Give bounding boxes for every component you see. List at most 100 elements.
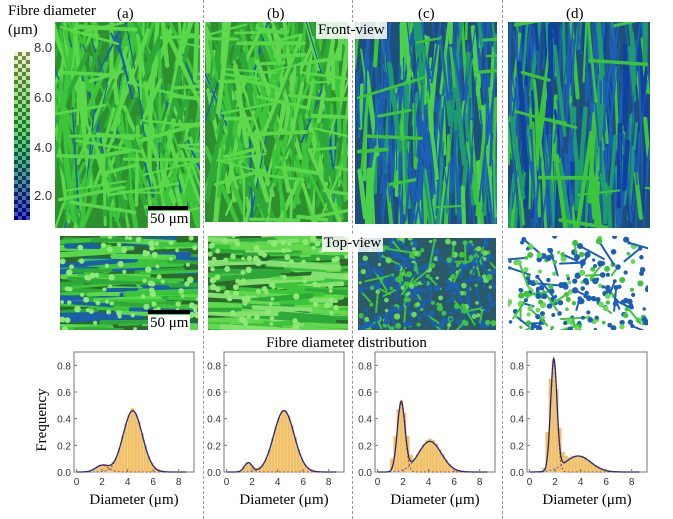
fibre-end (85, 308, 90, 313)
fibre (458, 51, 463, 99)
fibre (357, 168, 368, 220)
fibre-end (578, 251, 585, 258)
fibre-end (455, 318, 462, 325)
fibre-end (552, 259, 558, 265)
fibre-end (400, 285, 405, 290)
fibre-end (223, 257, 229, 263)
x-tick-label: 0 (74, 477, 80, 488)
fibre-end (168, 240, 173, 245)
fibre-end (470, 260, 477, 267)
fibre (334, 165, 348, 172)
panel-label-a: (a) (117, 6, 134, 22)
fibre (217, 152, 267, 163)
fibre (425, 163, 436, 224)
fibre-end (525, 320, 532, 326)
fibre (601, 22, 606, 133)
fibre-end (116, 310, 122, 316)
front-view-label: Front-view (316, 22, 387, 39)
fibre (487, 46, 495, 152)
fibre-end (242, 320, 249, 326)
fibre (213, 168, 266, 187)
fibre (183, 145, 200, 190)
fibre (579, 245, 605, 260)
fibre-end (561, 281, 568, 288)
fibre (55, 22, 69, 62)
fibre-end (607, 322, 613, 328)
fibre-end (627, 319, 634, 325)
fibre (358, 286, 374, 290)
fibre (307, 148, 343, 222)
fibre-end (574, 254, 580, 261)
fibre (176, 88, 192, 178)
fibre-end (253, 314, 260, 321)
fibre-end (255, 288, 261, 294)
fibre (532, 282, 559, 287)
fibre (509, 116, 526, 200)
fibre-end (530, 327, 534, 330)
fibre (510, 185, 518, 228)
fibre-end (369, 302, 374, 307)
fibre-end (425, 298, 430, 303)
fibre (438, 257, 458, 270)
histogram-bar (428, 438, 433, 473)
fibre (60, 280, 85, 288)
top-view-image-b (208, 236, 348, 330)
fibre (208, 301, 243, 309)
y-tick-label: 0.0 (510, 468, 524, 479)
fibre-end (479, 253, 483, 258)
fibre-end (578, 297, 585, 305)
fibre-end (450, 297, 456, 302)
fibre-end (316, 257, 320, 261)
fibre (152, 242, 198, 247)
fibre (132, 22, 151, 58)
fibre (310, 208, 348, 219)
fibre-end (282, 275, 287, 280)
fibre-end (546, 277, 551, 283)
fibre-end (536, 256, 543, 263)
fibre-end (411, 311, 417, 318)
fibre-end (415, 302, 421, 307)
fibre (390, 238, 402, 252)
fibre (489, 90, 494, 167)
fibre-end (582, 277, 589, 284)
fibre-end (358, 313, 364, 319)
fibre (251, 133, 296, 222)
fibre-end (623, 236, 630, 243)
fibre (188, 119, 200, 165)
histogram-bar (280, 410, 285, 473)
fibre-end (67, 286, 73, 292)
fibre-end (527, 251, 534, 258)
fibre (393, 250, 412, 269)
fibre (389, 311, 397, 330)
fibre-end (339, 281, 345, 287)
fibre (313, 127, 348, 138)
fibre (208, 237, 240, 243)
histogram-bar (425, 439, 429, 473)
x-tick-label: 2 (552, 477, 558, 488)
fibre (98, 260, 185, 270)
fibre-end (565, 296, 571, 302)
fibre (448, 156, 453, 224)
fibre-end (572, 239, 579, 247)
fibre-end (613, 285, 619, 291)
fibre-end (209, 283, 217, 291)
fibre (592, 22, 596, 63)
fibre-end (385, 257, 392, 264)
fibre (403, 304, 407, 323)
y-tick-label: 0.0 (358, 468, 372, 479)
fibre-end (143, 303, 150, 310)
fibre-end (471, 313, 477, 319)
fibre (336, 26, 348, 116)
fibre-end (269, 322, 274, 326)
fibre-end (450, 273, 456, 280)
fibre (491, 175, 495, 224)
fibre (416, 22, 425, 54)
fibre-end (538, 322, 542, 326)
fibre-end (435, 276, 439, 280)
histogram-bar (283, 410, 288, 473)
y-tick-label: 0.0 (57, 468, 71, 479)
fibre (159, 34, 200, 40)
fibre-end (240, 269, 246, 276)
fibre (115, 33, 134, 100)
fibre-end (379, 267, 384, 271)
